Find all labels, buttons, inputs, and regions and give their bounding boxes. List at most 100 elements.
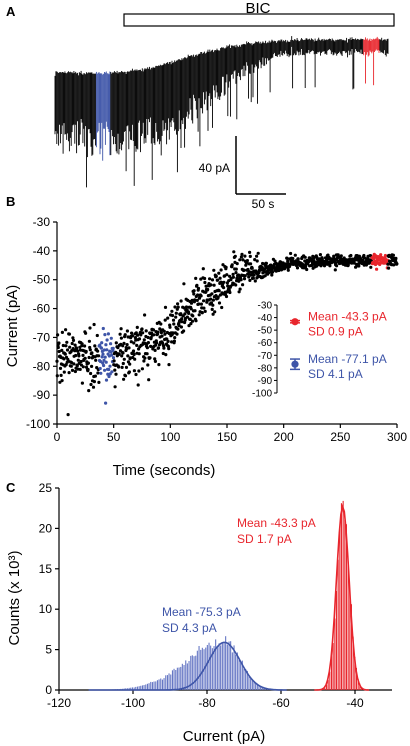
data-point xyxy=(144,329,148,333)
data-point xyxy=(135,325,139,329)
data-point xyxy=(395,262,399,266)
data-point xyxy=(139,333,143,337)
histogram-bar xyxy=(153,681,155,690)
data-point xyxy=(143,313,147,317)
data-point xyxy=(57,341,61,345)
data-point xyxy=(210,292,214,296)
data-point xyxy=(55,374,59,378)
data-point xyxy=(153,357,157,361)
data-point xyxy=(130,331,134,335)
data-point xyxy=(203,280,207,285)
data-point xyxy=(73,369,77,374)
data-point xyxy=(171,318,176,322)
histogram-bar xyxy=(240,662,242,690)
histogram-bar xyxy=(230,641,232,690)
histogram-bar xyxy=(349,591,351,690)
data-point xyxy=(159,331,163,335)
panel-label-b: B xyxy=(6,194,15,209)
histogram-bar xyxy=(236,652,238,690)
histogram-bar xyxy=(345,524,347,690)
data-point xyxy=(103,368,107,372)
data-point xyxy=(142,359,146,363)
data-point xyxy=(146,363,150,367)
data-point xyxy=(328,264,332,268)
data-point xyxy=(84,349,88,354)
histogram-bar xyxy=(191,655,193,690)
data-point xyxy=(183,320,187,325)
data-point xyxy=(81,353,85,357)
x-tick-label: 200 xyxy=(274,430,294,444)
data-point xyxy=(80,342,84,346)
histogram-bar xyxy=(128,687,130,690)
data-point xyxy=(86,361,90,365)
data-point xyxy=(117,352,121,356)
data-point xyxy=(255,254,259,258)
data-point xyxy=(142,338,146,342)
x-tick-label: 0 xyxy=(54,430,61,444)
data-point xyxy=(146,341,150,345)
histogram-bar xyxy=(126,688,128,690)
inset-mean-point xyxy=(291,360,299,368)
histogram-bar xyxy=(141,685,143,690)
histogram-bar xyxy=(218,643,220,690)
panel-b-points xyxy=(55,250,399,417)
data-point xyxy=(157,363,161,367)
data-point xyxy=(92,380,96,384)
data-point xyxy=(193,309,197,313)
data-point xyxy=(234,267,238,271)
histogram-bar xyxy=(155,681,157,690)
histogram-bar xyxy=(131,687,133,690)
histogram-bar xyxy=(261,687,263,690)
data-point xyxy=(175,332,179,336)
data-point xyxy=(217,289,221,293)
inset-mean-label: Mean -77.1 pA xyxy=(308,352,387,366)
data-point xyxy=(362,256,367,260)
histogram-bar xyxy=(161,679,163,690)
data-point xyxy=(96,371,100,375)
histogram-bar xyxy=(337,559,339,690)
data-point xyxy=(170,313,175,318)
data-point xyxy=(155,341,159,345)
data-point xyxy=(218,293,222,297)
histogram-bar xyxy=(220,645,222,690)
data-point xyxy=(120,365,124,369)
histogram-bar xyxy=(340,503,342,690)
inset-tick-label: -40 xyxy=(258,313,273,324)
data-point xyxy=(111,346,115,350)
data-point xyxy=(166,339,170,343)
x-tick-label: 300 xyxy=(387,430,407,444)
data-point xyxy=(97,354,101,358)
data-point xyxy=(55,359,59,363)
histogram-bar xyxy=(355,667,357,690)
data-point xyxy=(238,287,242,291)
data-point xyxy=(174,315,178,319)
data-point xyxy=(73,343,77,347)
data-point xyxy=(123,374,128,378)
data-point xyxy=(250,266,254,270)
data-point xyxy=(255,259,259,263)
histogram-bar xyxy=(193,656,195,690)
histogram-bar xyxy=(210,645,212,690)
data-point xyxy=(121,344,125,348)
data-point xyxy=(90,364,94,368)
x-tick-label: -60 xyxy=(272,696,290,710)
histogram-bar xyxy=(260,686,262,690)
y-tick-label: 5 xyxy=(45,643,52,657)
y-tick-label: 20 xyxy=(39,521,53,535)
histogram-bar xyxy=(263,687,265,690)
y-tick-label: -50 xyxy=(33,273,51,287)
histogram-bar xyxy=(163,678,165,690)
data-point xyxy=(237,290,241,294)
data-point xyxy=(104,360,108,364)
data-point xyxy=(179,312,183,316)
data-point xyxy=(248,250,252,254)
data-point xyxy=(94,358,98,362)
data-point xyxy=(70,341,74,346)
data-point xyxy=(96,349,100,353)
data-point xyxy=(214,274,218,278)
data-point xyxy=(56,333,60,337)
data-point xyxy=(98,343,102,347)
data-point xyxy=(333,268,337,272)
